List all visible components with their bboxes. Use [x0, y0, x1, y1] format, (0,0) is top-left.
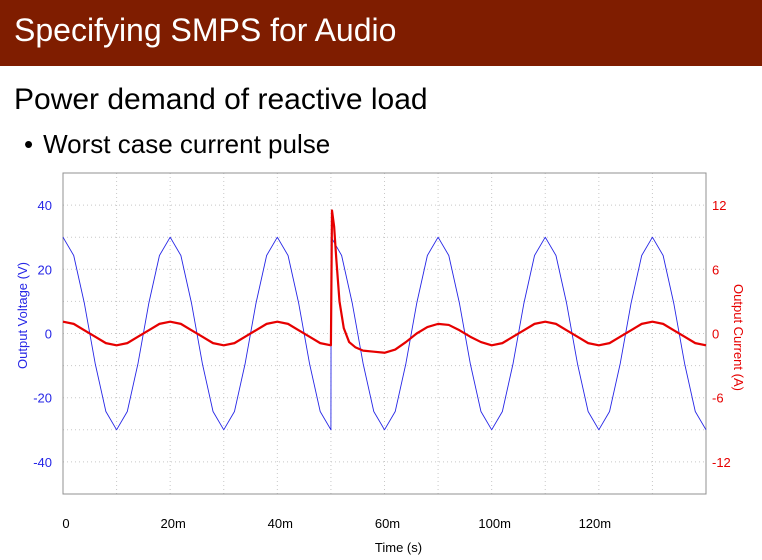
bullet-item: • Worst case current pulse — [24, 128, 330, 160]
y-left-tick-label: -20 — [33, 391, 52, 406]
y-left-tick-label: -40 — [33, 455, 52, 470]
y-right-tick-label: -6 — [712, 391, 724, 406]
x-tick-label: 120m — [579, 516, 612, 531]
x-tick-label: 60m — [375, 516, 400, 531]
y-axis-label-right: Output Current (A) — [731, 284, 746, 391]
y-left-tick-label: 0 — [45, 327, 52, 342]
x-tick-label: 20m — [161, 516, 186, 531]
slide-heading: Power demand of reactive load — [14, 83, 428, 116]
title-bar: Specifying SMPS for Audio — [0, 0, 762, 66]
y-left-tick-label: 20 — [38, 262, 52, 277]
x-axis-label: Time (s) — [375, 540, 422, 555]
grid-layer — [63, 173, 706, 494]
x-tick-label: 0 — [62, 516, 69, 531]
voltage-series-line — [62, 236, 707, 431]
y-right-tick-label: 12 — [712, 198, 726, 213]
y-left-tick-label: 40 — [38, 198, 52, 213]
y-right-tick-label: -12 — [712, 455, 731, 470]
x-tick-label: 40m — [268, 516, 293, 531]
y-right-tick-label: 0 — [712, 327, 719, 342]
series-layer — [62, 209, 707, 431]
current-series-line — [62, 209, 707, 354]
bullet-dot: • — [24, 129, 34, 159]
tick-layer: 0 20m 40m 60m 100m 120m 40 20 0 -20 -40 12 6 0 -6 -12 — [33, 198, 731, 531]
bullet-text: Worst case current pulse — [43, 129, 331, 159]
y-axis-label-left: Output Voltage (V) — [15, 262, 30, 369]
plot-frame — [62, 172, 707, 495]
slide-title: Specifying SMPS for Audio — [14, 12, 397, 48]
y-right-tick-label: 6 — [712, 262, 719, 277]
x-tick-label: 100m — [478, 516, 511, 531]
